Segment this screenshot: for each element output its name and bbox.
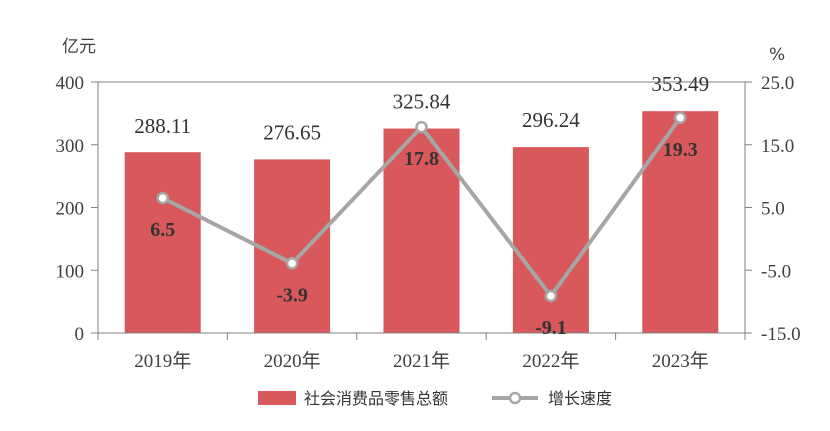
bar-labels: 288.11 276.65 325.84 296.24 353.49 — [134, 72, 709, 144]
x-tick-label: 2022年 — [522, 350, 579, 372]
left-tick-label: 0 — [75, 324, 85, 345]
x-tick-label: 2020年 — [264, 350, 321, 372]
legend: 社会消费品零售总额 增长速度 — [258, 389, 612, 408]
growth-point-2 — [285, 257, 299, 270]
right-axis: -15.0 -5.0 5.0 15.0 25.0 — [745, 73, 801, 345]
bar-value-label: 325.84 — [393, 90, 451, 114]
left-axis: 0 100 200 300 400 — [56, 73, 98, 345]
bar-value-label: 353.49 — [651, 72, 709, 96]
bar-value-label: 296.24 — [522, 108, 580, 132]
x-tick-label: 2019年 — [134, 350, 191, 372]
bar-5 — [642, 111, 719, 333]
legend-line-label: 增长速度 — [548, 389, 612, 408]
left-tick-label: 200 — [56, 199, 85, 220]
left-tick-label: 400 — [56, 73, 85, 94]
bar-series — [124, 111, 719, 333]
x-tick-label: 2023年 — [652, 350, 709, 372]
line-labels: 6.5 -3.9 17.8 -9.1 19.3 — [150, 139, 698, 339]
legend-line-marker — [508, 391, 522, 405]
right-axis-unit: % — [769, 45, 785, 65]
growth-point-3 — [415, 120, 428, 134]
growth-point-4 — [544, 289, 558, 303]
x-axis: 2019年 2020年 2021年 2022年 2023年 — [97, 333, 746, 372]
right-tick-label: 5.0 — [761, 199, 785, 220]
bar-4 — [512, 147, 589, 333]
line-value-label: -3.9 — [276, 284, 308, 306]
bar-1 — [124, 152, 201, 333]
right-tick-label: -5.0 — [761, 261, 791, 282]
left-tick-label: 300 — [56, 136, 85, 157]
growth-point-5 — [674, 111, 687, 125]
left-tick-label: 100 — [56, 261, 85, 282]
line-value-label: -9.1 — [535, 317, 567, 339]
growth-point-1 — [156, 191, 169, 205]
legend-bar-label: 社会消费品零售总额 — [304, 389, 448, 408]
x-tick-label: 2021年 — [393, 350, 450, 372]
bar-value-label: 276.65 — [263, 120, 321, 144]
right-tick-label: -15.0 — [761, 324, 801, 345]
line-value-label: 17.8 — [404, 148, 439, 170]
left-axis-unit: 亿元 — [62, 37, 96, 57]
line-value-label: 19.3 — [663, 139, 698, 161]
right-tick-label: 25.0 — [761, 73, 794, 94]
line-value-label: 6.5 — [150, 219, 175, 241]
line-series — [156, 111, 687, 303]
bar-2 — [254, 159, 331, 333]
bar-value-label: 288.11 — [134, 114, 191, 138]
right-tick-label: 15.0 — [761, 136, 794, 157]
legend-bar-swatch — [258, 391, 296, 405]
